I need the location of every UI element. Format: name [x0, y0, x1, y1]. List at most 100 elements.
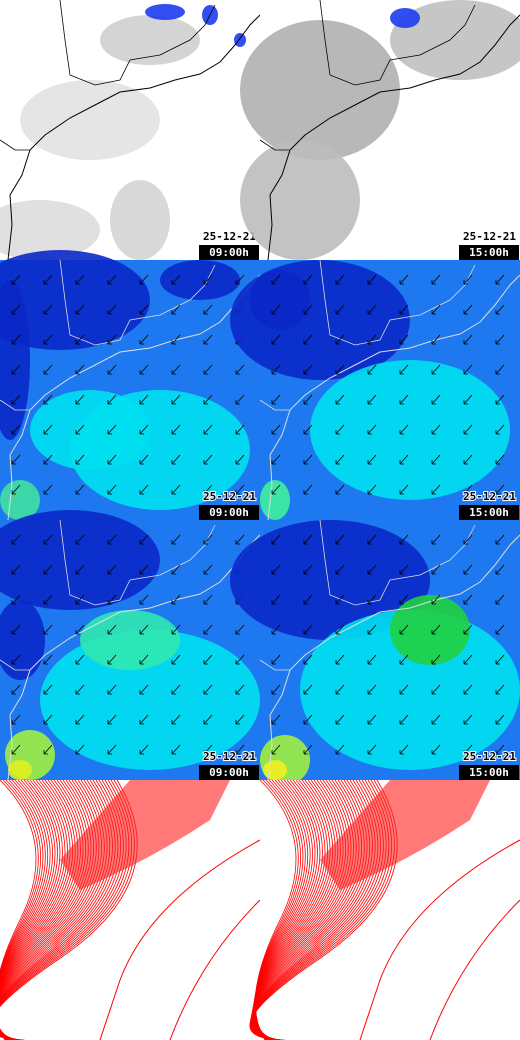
coastline	[7, 274, 261, 521]
contour-line	[0, 779, 37, 1040]
wind-arrow	[107, 364, 117, 375]
wind-arrow	[107, 744, 117, 755]
wind-arrow	[11, 594, 21, 605]
wind-arrow	[399, 534, 409, 545]
wind-arrow	[107, 274, 117, 285]
wind-arrow	[399, 454, 409, 465]
wind-arrow	[171, 304, 181, 315]
wind-arrow	[303, 364, 313, 375]
field-area	[310, 360, 510, 500]
wind-arrow	[203, 534, 213, 545]
contour-line	[0, 779, 49, 1040]
wind-arrow	[43, 274, 53, 285]
wind-arrow	[43, 304, 53, 315]
field-area	[230, 520, 430, 640]
wind-arrow	[171, 424, 181, 435]
wind-arrow	[271, 564, 281, 575]
wind-arrow	[203, 594, 213, 605]
date-label: 25-12-21	[203, 230, 256, 243]
wind-arrow	[335, 594, 345, 605]
wind-arrow	[271, 484, 281, 495]
wind-arrow	[335, 534, 345, 545]
border-line	[0, 0, 216, 151]
field-area	[40, 630, 260, 770]
contour-line	[0, 779, 61, 1040]
wind-arrow	[235, 364, 245, 375]
wind-arrow	[11, 394, 21, 405]
wind-arrow	[171, 564, 181, 575]
wind-arrow	[431, 304, 441, 315]
wind-arrow	[235, 274, 245, 285]
wind-arrow	[235, 534, 245, 545]
wind-arrow	[431, 714, 441, 725]
wind-arrow	[107, 684, 117, 695]
wind-arrow	[171, 334, 181, 345]
map-panel: 25-12-21 15:00h	[230, 259, 520, 521]
contour-line	[0, 779, 87, 1040]
contour-line	[251, 779, 352, 1040]
contour-line	[320, 780, 490, 890]
wind-arrow	[107, 484, 117, 495]
wind-arrow	[235, 454, 245, 465]
wind-arrow	[303, 454, 313, 465]
wind-arrow	[399, 274, 409, 285]
field-area	[240, 140, 360, 260]
wind-arrow	[11, 304, 21, 315]
wind-arrow	[303, 684, 313, 695]
wind-arrow	[75, 534, 85, 545]
wind-arrow	[235, 394, 245, 405]
wind-arrow	[75, 744, 85, 755]
field-area	[100, 15, 200, 65]
wind-arrow	[399, 624, 409, 635]
map-panel: 25-12-21 15:00h	[240, 0, 520, 261]
wind-arrow	[399, 564, 409, 575]
contour-line	[0, 779, 79, 1040]
wind-arrow	[431, 364, 441, 375]
contour-line	[252, 779, 349, 1040]
wind-arrow	[11, 424, 21, 435]
time-label: 15:00h	[469, 766, 509, 779]
map-panel: 25-12-21 09:00h	[0, 510, 261, 781]
field-area	[0, 600, 45, 680]
border-line	[259, 519, 476, 671]
wind-arrow	[203, 304, 213, 315]
wind-arrow	[139, 684, 149, 695]
wind-arrow	[495, 364, 505, 375]
wind-arrow	[431, 334, 441, 345]
wind-arrow	[399, 364, 409, 375]
wind-arrow	[107, 714, 117, 725]
contour-line	[359, 839, 520, 1040]
wind-arrow	[463, 454, 473, 465]
field-area	[240, 20, 400, 160]
wind-arrow	[139, 744, 149, 755]
field-area	[263, 760, 287, 780]
wind-arrow	[11, 624, 21, 635]
wind-arrow	[235, 424, 245, 435]
wind-arrow	[303, 624, 313, 635]
wind-arrow	[11, 274, 21, 285]
map-panel	[249, 779, 520, 1040]
wind-arrow	[399, 714, 409, 725]
wind-arrow	[271, 424, 281, 435]
wind-arrow	[75, 564, 85, 575]
wind-arrow	[303, 394, 313, 405]
border-line	[0, 259, 216, 411]
wind-arrow	[463, 304, 473, 315]
wind-arrow	[335, 454, 345, 465]
wind-arrow	[235, 744, 245, 755]
contour-line	[0, 779, 89, 1040]
wind-arrow	[139, 484, 149, 495]
wind-arrow	[75, 484, 85, 495]
wind-arrow	[271, 624, 281, 635]
contour-line	[99, 839, 261, 1040]
field-area	[250, 270, 310, 330]
wind-arrow	[203, 714, 213, 725]
field-area	[0, 200, 100, 260]
contour-line	[0, 779, 92, 1040]
wind-arrow	[303, 714, 313, 725]
wind-arrow	[335, 394, 345, 405]
wind-arrow	[43, 684, 53, 695]
date-label: 25-12-21	[463, 750, 516, 763]
contour-line	[60, 780, 230, 890]
